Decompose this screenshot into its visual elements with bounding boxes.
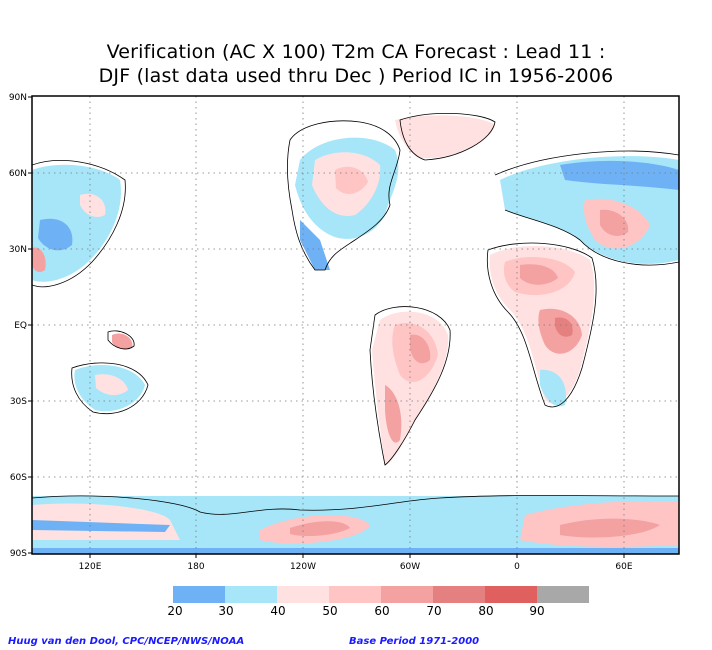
greenland-shade-pink — [395, 115, 495, 159]
north-america-outline — [287, 120, 401, 271]
south-america-outline — [369, 306, 451, 466]
sahara-shade-red — [520, 264, 558, 285]
colorbar-label-30: 30 — [218, 604, 234, 618]
map-ticks — [28, 96, 625, 558]
base-period-credit: Base Period 1971-2000 — [349, 636, 480, 647]
colorbar-swatch-20-30 — [173, 586, 225, 603]
antarctica-shade-red-ross — [290, 521, 350, 536]
lon-label-0: 0 — [514, 562, 520, 572]
lon-label-180: 180 — [187, 562, 204, 572]
south-america-shade-red — [410, 334, 431, 364]
north-america-shade-salmon — [335, 166, 368, 194]
map-gridlines — [32, 96, 679, 554]
argentina-shade-red — [385, 385, 402, 443]
colorbar-label-70: 70 — [426, 604, 442, 618]
new-guinea-shade-red — [112, 333, 133, 350]
colorbar-label-50: 50 — [322, 604, 338, 618]
antarctica-shade-blue-edge — [32, 548, 679, 554]
mexico-shade-blue — [300, 220, 330, 270]
antarctica-shade-red-east — [560, 518, 660, 538]
colorbar-label-20: 20 — [167, 604, 183, 618]
eurasia-outline — [494, 150, 679, 266]
lon-label-60e: 60E — [615, 562, 632, 572]
colorbar — [173, 586, 589, 603]
map-title-line-2: DJF (last data used thru Dec ) Period IC… — [98, 65, 614, 87]
lon-label-60w: 60W — [400, 562, 420, 572]
lat-label-30s: 30S — [10, 397, 27, 407]
colorbar-swatch-50-60 — [329, 586, 381, 603]
colorbar-swatch-80-90 — [485, 586, 537, 603]
correlation-shading — [32, 115, 679, 554]
lon-label-120e: 120E — [79, 562, 102, 572]
coastlines — [32, 113, 679, 515]
colorbar-label-40: 40 — [270, 604, 286, 618]
siberia-shade-blue — [560, 160, 679, 190]
lat-label-90s: 90S — [10, 549, 27, 559]
australia-shade-pink — [95, 374, 128, 396]
lat-label-30n: 30N — [9, 245, 27, 255]
colorbar-label-90: 90 — [529, 604, 545, 618]
central-africa-shade-dark-red — [555, 317, 573, 337]
india-shade-red — [32, 247, 46, 273]
map-title-line-1: Verification (AC X 100) T2m CA Forecast … — [106, 41, 606, 63]
colorbar-label-80: 80 — [478, 604, 494, 618]
east-asia-shade-blue — [38, 218, 73, 251]
southern-africa-shade-light-blue — [540, 369, 566, 407]
colorbar-swatch-90-up — [537, 586, 589, 603]
lat-label-90n: 90N — [9, 93, 27, 103]
middle-east-shade-red — [600, 209, 629, 236]
china-shade-pink — [80, 193, 106, 217]
colorbar-label-60: 60 — [374, 604, 390, 618]
east-asia-outline — [32, 160, 126, 288]
lat-label-eq: EQ — [14, 321, 27, 331]
lat-label-60s: 60S — [10, 473, 27, 483]
africa-outline — [486, 242, 597, 408]
colorbar-swatch-40-50 — [277, 586, 329, 603]
colorbar-swatch-70-80 — [433, 586, 485, 603]
greenland-outline — [399, 113, 496, 161]
lat-label-60n: 60N — [9, 169, 27, 179]
antarctica-outline — [32, 495, 679, 515]
new-guinea-outline — [107, 330, 135, 350]
colorbar-swatch-60-70 — [381, 586, 433, 603]
colorbar-swatch-30-40 — [225, 586, 277, 603]
author-credit: Huug van den Dool, CPC/NCEP/NWS/NOAA — [8, 636, 245, 647]
east-asia-shade-light-blue — [32, 164, 121, 282]
antarctica-shade-blue-west — [32, 520, 170, 532]
lon-label-120w: 120W — [290, 562, 316, 572]
australia-outline — [71, 362, 149, 415]
